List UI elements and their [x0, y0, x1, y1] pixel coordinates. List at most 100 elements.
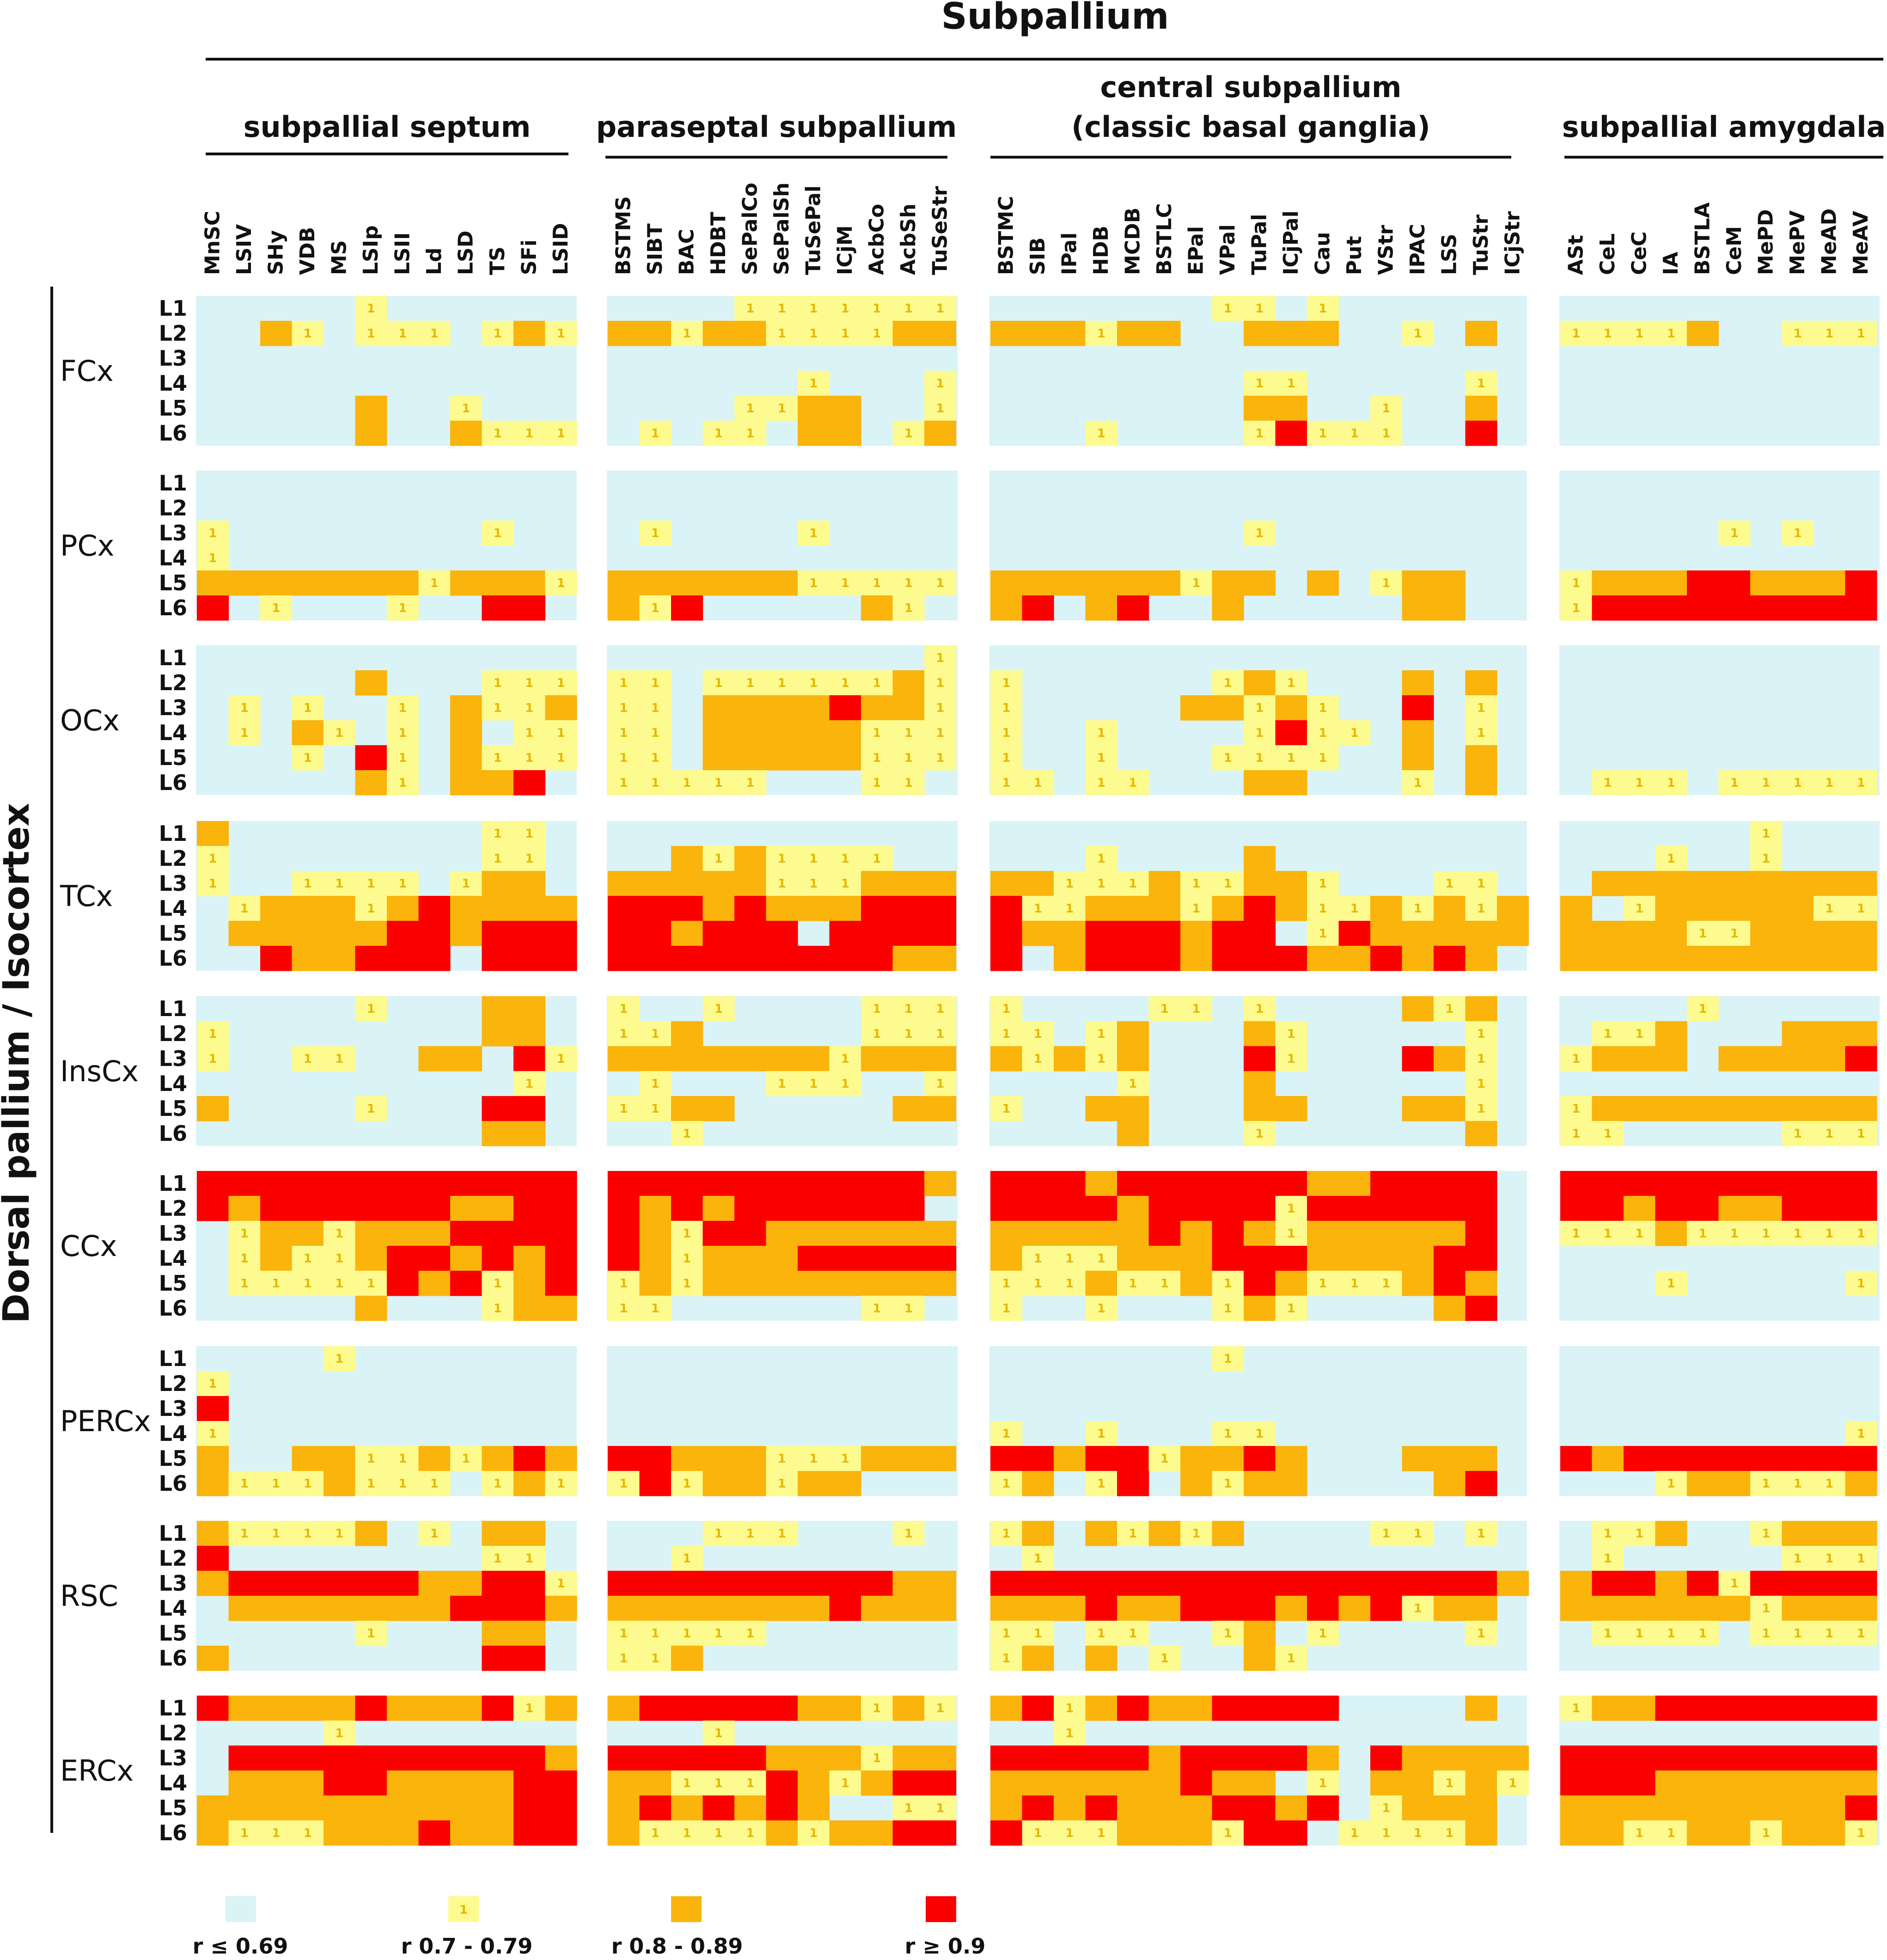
heatmap-cell	[1275, 896, 1307, 921]
cell-mark: 1	[1604, 1127, 1612, 1141]
heatmap-cell	[292, 1571, 324, 1596]
heatmap-cell	[734, 1246, 767, 1271]
column-label: ICjStr	[1501, 211, 1524, 275]
heatmap-cell	[861, 1446, 893, 1471]
heatmap-cell	[766, 1246, 798, 1271]
heatmap-cell	[671, 570, 703, 596]
heatmap-cell	[1085, 1820, 1118, 1846]
heatmap-cell	[1244, 1271, 1276, 1296]
heatmap-cell	[671, 770, 703, 796]
heatmap-cell	[1022, 570, 1054, 596]
heatmap-cell	[1592, 1546, 1624, 1571]
heatmap-cell	[197, 1471, 229, 1496]
cell-mark: 1	[1635, 327, 1643, 341]
heatmap-cell	[1845, 896, 1877, 921]
heatmap-cell	[1465, 371, 1497, 396]
heatmap-cell	[1434, 1246, 1466, 1271]
heatmap-cell	[1592, 1046, 1624, 1072]
heatmap-cell	[1148, 871, 1181, 896]
heatmap-cell	[1655, 1770, 1687, 1796]
heatmap-cell	[1687, 595, 1719, 621]
heatmap-cell	[1782, 1096, 1814, 1121]
heatmap-cell	[1750, 770, 1783, 796]
heatmap-cell	[1275, 1221, 1307, 1246]
cell-mark: 1	[1477, 726, 1485, 740]
heatmap-cell	[861, 770, 893, 796]
cell-mark: 1	[746, 427, 754, 441]
heatmap-cell	[702, 996, 735, 1022]
cell-mark: 1	[1255, 1002, 1264, 1016]
heatmap-cell	[450, 421, 482, 446]
heatmap-cell	[798, 521, 830, 546]
cell-mark: 1	[1350, 726, 1359, 740]
heatmap-cell	[418, 1221, 451, 1246]
heatmap-cell	[924, 1446, 957, 1471]
cell-mark: 1	[367, 877, 375, 891]
heatmap-cell	[1212, 921, 1244, 946]
heatmap-cell	[450, 1446, 482, 1471]
heatmap-cell	[1782, 946, 1814, 971]
heatmap-cell	[639, 720, 672, 746]
heatmap-cell	[892, 595, 925, 621]
heatmap-cells: 1 1 1 1 1 1 1 1 1 1 11 1 1 1 1 1 1 1 1 1 1 1 1 1 1 1 1 1 1 11 1 1 1 11 1 1 1…	[196, 296, 1880, 1846]
cell-mark: 1	[936, 1077, 944, 1091]
heatmap-cell	[1022, 1646, 1054, 1671]
heatmap-cell	[197, 871, 229, 896]
heatmap-cell	[892, 1246, 925, 1271]
heatmap-cell	[671, 896, 703, 921]
cell-mark: 1	[1794, 1552, 1802, 1566]
heatmap-cell	[1497, 1770, 1529, 1796]
heatmap-cell	[1782, 1121, 1814, 1146]
heatmap-cell	[1718, 1795, 1751, 1821]
heatmap-cell	[1180, 896, 1213, 921]
layer-label: L1	[159, 996, 187, 1021]
heatmap-cell	[1338, 1820, 1371, 1846]
heatmap-cell	[1497, 1746, 1529, 1771]
heatmap-cell	[1117, 1096, 1149, 1121]
heatmap-cell	[1275, 421, 1307, 446]
cell-mark: 1	[778, 402, 786, 416]
heatmap-cell	[1655, 921, 1687, 946]
heatmap-cell	[1180, 921, 1213, 946]
heatmap-cell	[545, 1196, 577, 1221]
cell-mark: 1	[1857, 327, 1865, 341]
heatmap-cell	[450, 1171, 482, 1196]
cell-mark: 1	[809, 527, 818, 540]
heatmap-cell	[418, 1521, 451, 1546]
heatmap-cell	[829, 1046, 861, 1072]
heatmap-cell	[260, 896, 293, 921]
heatmap-cell	[861, 745, 893, 771]
heatmap-cell	[355, 1096, 387, 1121]
heatmap-cell	[324, 720, 356, 746]
cell-mark: 1	[1224, 1277, 1232, 1291]
heatmap-cell	[1465, 871, 1497, 896]
heatmap-cell	[1655, 1521, 1687, 1546]
heatmap-cell	[1434, 1770, 1466, 1796]
heatmap-cell	[1148, 996, 1181, 1022]
heatmap-cell	[1338, 1571, 1371, 1596]
heatmap-cell	[1465, 996, 1497, 1022]
heatmap-cell	[482, 321, 514, 346]
heatmap-cell	[450, 1596, 482, 1621]
heatmap-cell	[990, 1746, 1023, 1771]
heatmap-cell	[1718, 1046, 1751, 1072]
heatmap-cell	[450, 396, 482, 421]
cell-mark: 1	[494, 827, 502, 841]
heatmap-cell	[1022, 921, 1054, 946]
heatmap-cell	[228, 1271, 261, 1296]
heatmap-cell	[1845, 1421, 1877, 1446]
cell-mark: 1	[1065, 877, 1074, 891]
heatmap-cell	[1244, 521, 1276, 546]
heatmap-cell	[1212, 595, 1244, 621]
heatmap-cell	[1750, 1596, 1783, 1621]
layer-label: L1	[159, 1171, 187, 1196]
cell-mark: 1	[1034, 1826, 1042, 1840]
heatmap-cell	[513, 1571, 546, 1596]
cell-mark: 1	[873, 1027, 881, 1041]
heatmap-cell	[766, 1795, 798, 1821]
heatmap-cell	[355, 896, 387, 921]
column-label: LSS	[1437, 234, 1461, 275]
heatmap-cell	[513, 1046, 546, 1072]
heatmap-cell	[1244, 1021, 1276, 1047]
heatmap-cell	[702, 846, 735, 871]
